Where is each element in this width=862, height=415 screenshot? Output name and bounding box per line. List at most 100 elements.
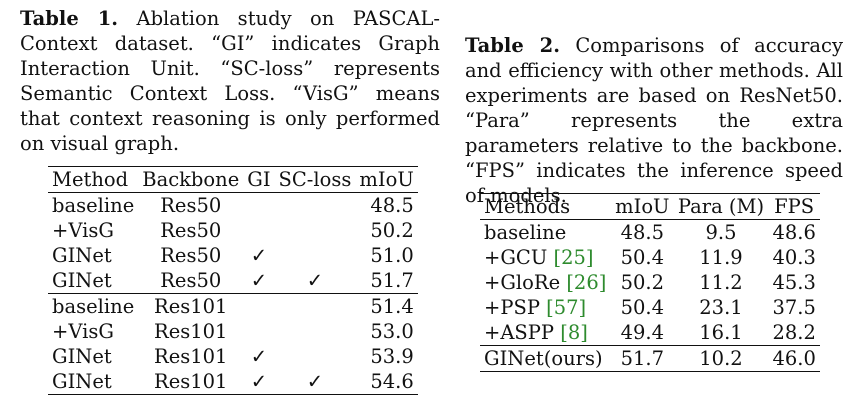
method-name: +PSP: [484, 296, 547, 319]
table1-caption-text: Ablation study on PASCAL-Context dataset…: [20, 7, 440, 155]
table2-cell: 11.2: [699, 271, 743, 294]
table1-cell: Res101: [154, 320, 228, 343]
table-row: GINet Res101 ✓ ✓ 54.6: [48, 369, 418, 395]
table1-cell: 51.7: [370, 269, 414, 292]
table-row: baseline 48.5 9.5 48.6: [480, 220, 820, 246]
table1-cell: [275, 218, 356, 243]
table1-cell: Res50: [160, 269, 222, 292]
table1-cell: GINet: [52, 345, 112, 368]
table2-header-fps: FPS: [774, 195, 815, 218]
checkmark-icon: ✓: [250, 244, 268, 267]
table1-cell: GINet: [52, 244, 112, 267]
checkmark-icon: ✓: [250, 345, 268, 368]
table1-group-res101: baseline Res101 51.4 +VisG Res101 53.0 G…: [48, 294, 418, 395]
table2-cell: 50.4: [620, 246, 665, 269]
table1-group-res50: baseline Res50 48.5 +VisG Res50 50.2 GIN…: [48, 193, 418, 294]
table-row: baseline Res101 51.4: [48, 294, 418, 320]
table1-cell: baseline: [52, 295, 135, 318]
method-name: baseline: [484, 221, 567, 244]
table2-caption-label: Table 2.: [465, 34, 561, 57]
table2-cell: 37.5: [772, 296, 816, 319]
table1-caption-label: Table 1.: [20, 7, 119, 30]
table1-cell: 48.5: [370, 194, 414, 217]
table2-cell: 16.1: [699, 321, 743, 344]
table2-final: GINet(ours) 51.7 10.2 46.0: [480, 346, 820, 372]
table1-header-row: Method Backbone GI SC-loss mIoU: [48, 166, 418, 193]
checkmark-icon: ✓: [306, 370, 324, 393]
checkmark-icon: ✓: [306, 269, 324, 292]
table1-header-gi: GI: [247, 168, 271, 191]
table2-cell: 46.0: [772, 347, 816, 370]
table-row: GINet Res101 ✓ 53.9: [48, 344, 418, 369]
table1-cell: 53.0: [370, 320, 414, 343]
table-row: GINet Res50 ✓ ✓ 51.7: [48, 268, 418, 294]
table1-caption: Table 1. Ablation study on PASCAL-Contex…: [20, 6, 440, 156]
table1: Method Backbone GI SC-loss mIoU baseline…: [48, 166, 418, 395]
table1-cell: [243, 193, 274, 219]
table-row: GINet Res50 ✓ 51.0: [48, 243, 418, 268]
table2-method-cell: baseline: [480, 220, 611, 246]
table2-method-cell: +ASPP [8]: [480, 320, 611, 346]
table1-cell: 50.2: [370, 219, 414, 242]
table1-cell: [275, 243, 356, 268]
citation-link[interactable]: [26]: [566, 271, 607, 294]
table2: Methods mIoU Para (M) FPS baseline 48.5 …: [480, 193, 820, 372]
table2-cell: 23.1: [699, 296, 743, 319]
table-row: +GCU [25] 50.4 11.9 40.3: [480, 245, 820, 270]
method-name: +GCU: [484, 246, 554, 269]
table-row: +PSP [57] 50.4 23.1 37.5: [480, 295, 820, 320]
citation-link[interactable]: [8]: [560, 321, 588, 344]
table1-cell: Res50: [160, 244, 222, 267]
table1-header-backbone: Backbone: [142, 168, 240, 191]
table1-header-sc-loss: SC-loss: [278, 168, 352, 191]
table-row: +GloRe [26] 50.2 11.2 45.3: [480, 270, 820, 295]
table2-cell: 48.5: [620, 221, 665, 244]
table1-cell: 51.0: [370, 244, 414, 267]
table1-cell: GINet: [52, 269, 112, 292]
table2-method-cell: +GloRe [26]: [480, 270, 611, 295]
table2-body: baseline 48.5 9.5 48.6 +GCU [25] 50.4 11…: [480, 220, 820, 346]
table-row: +VisG Res101 53.0: [48, 319, 418, 344]
table2-method-cell: +GCU [25]: [480, 245, 611, 270]
table-row: +VisG Res50 50.2: [48, 218, 418, 243]
table2-cell: 11.9: [699, 246, 743, 269]
table1-cell: [275, 193, 356, 219]
table1-cell: 51.4: [370, 295, 414, 318]
table1-cell: 53.9: [370, 345, 414, 368]
table2-cell: 48.6: [772, 221, 816, 244]
table2-header-miou: mIoU: [615, 195, 670, 218]
table1-cell: GINet: [52, 370, 112, 393]
table1-cell: Res50: [160, 219, 222, 242]
table2-cell: 50.4: [620, 296, 665, 319]
table-row: GINet(ours) 51.7 10.2 46.0: [480, 346, 820, 372]
table-row: baseline Res50 48.5: [48, 193, 418, 219]
table2-header-row: Methods mIoU Para (M) FPS: [480, 193, 820, 220]
table-row: +ASPP [8] 49.4 16.1 28.2: [480, 320, 820, 346]
table2-cell: 28.2: [772, 321, 816, 344]
table1-cell: +VisG: [52, 219, 114, 242]
checkmark-icon: ✓: [250, 269, 268, 292]
table1-cell: [275, 344, 356, 369]
table1-cell: Res101: [154, 345, 228, 368]
table2-cell: 51.7: [620, 347, 665, 370]
table1-header-miou: mIoU: [359, 168, 414, 191]
table2-header-para: Para (M): [677, 195, 765, 218]
table2-caption: Table 2. Comparisons of accuracy and eff…: [465, 33, 843, 208]
table1-cell: [275, 294, 356, 320]
table1-cell: [243, 294, 274, 320]
table2-cell: 49.4: [620, 321, 665, 344]
table2-cell: GINet(ours): [484, 347, 603, 370]
checkmark-icon: ✓: [250, 370, 268, 393]
table1-cell: Res101: [154, 295, 228, 318]
citation-link[interactable]: [57]: [546, 296, 587, 319]
table2-cell: 10.2: [699, 347, 743, 370]
table1-cell: baseline: [52, 194, 135, 217]
method-name: +ASPP: [484, 321, 561, 344]
table2-cell: 40.3: [772, 246, 816, 269]
table2-caption-text: Comparisons of accuracy and efficiency w…: [465, 34, 843, 207]
citation-link[interactable]: [25]: [553, 246, 594, 269]
table1-cell: +VisG: [52, 320, 114, 343]
table2-cell: 50.2: [620, 271, 665, 294]
table1-cell: [275, 319, 356, 344]
table1-cell: [243, 319, 274, 344]
